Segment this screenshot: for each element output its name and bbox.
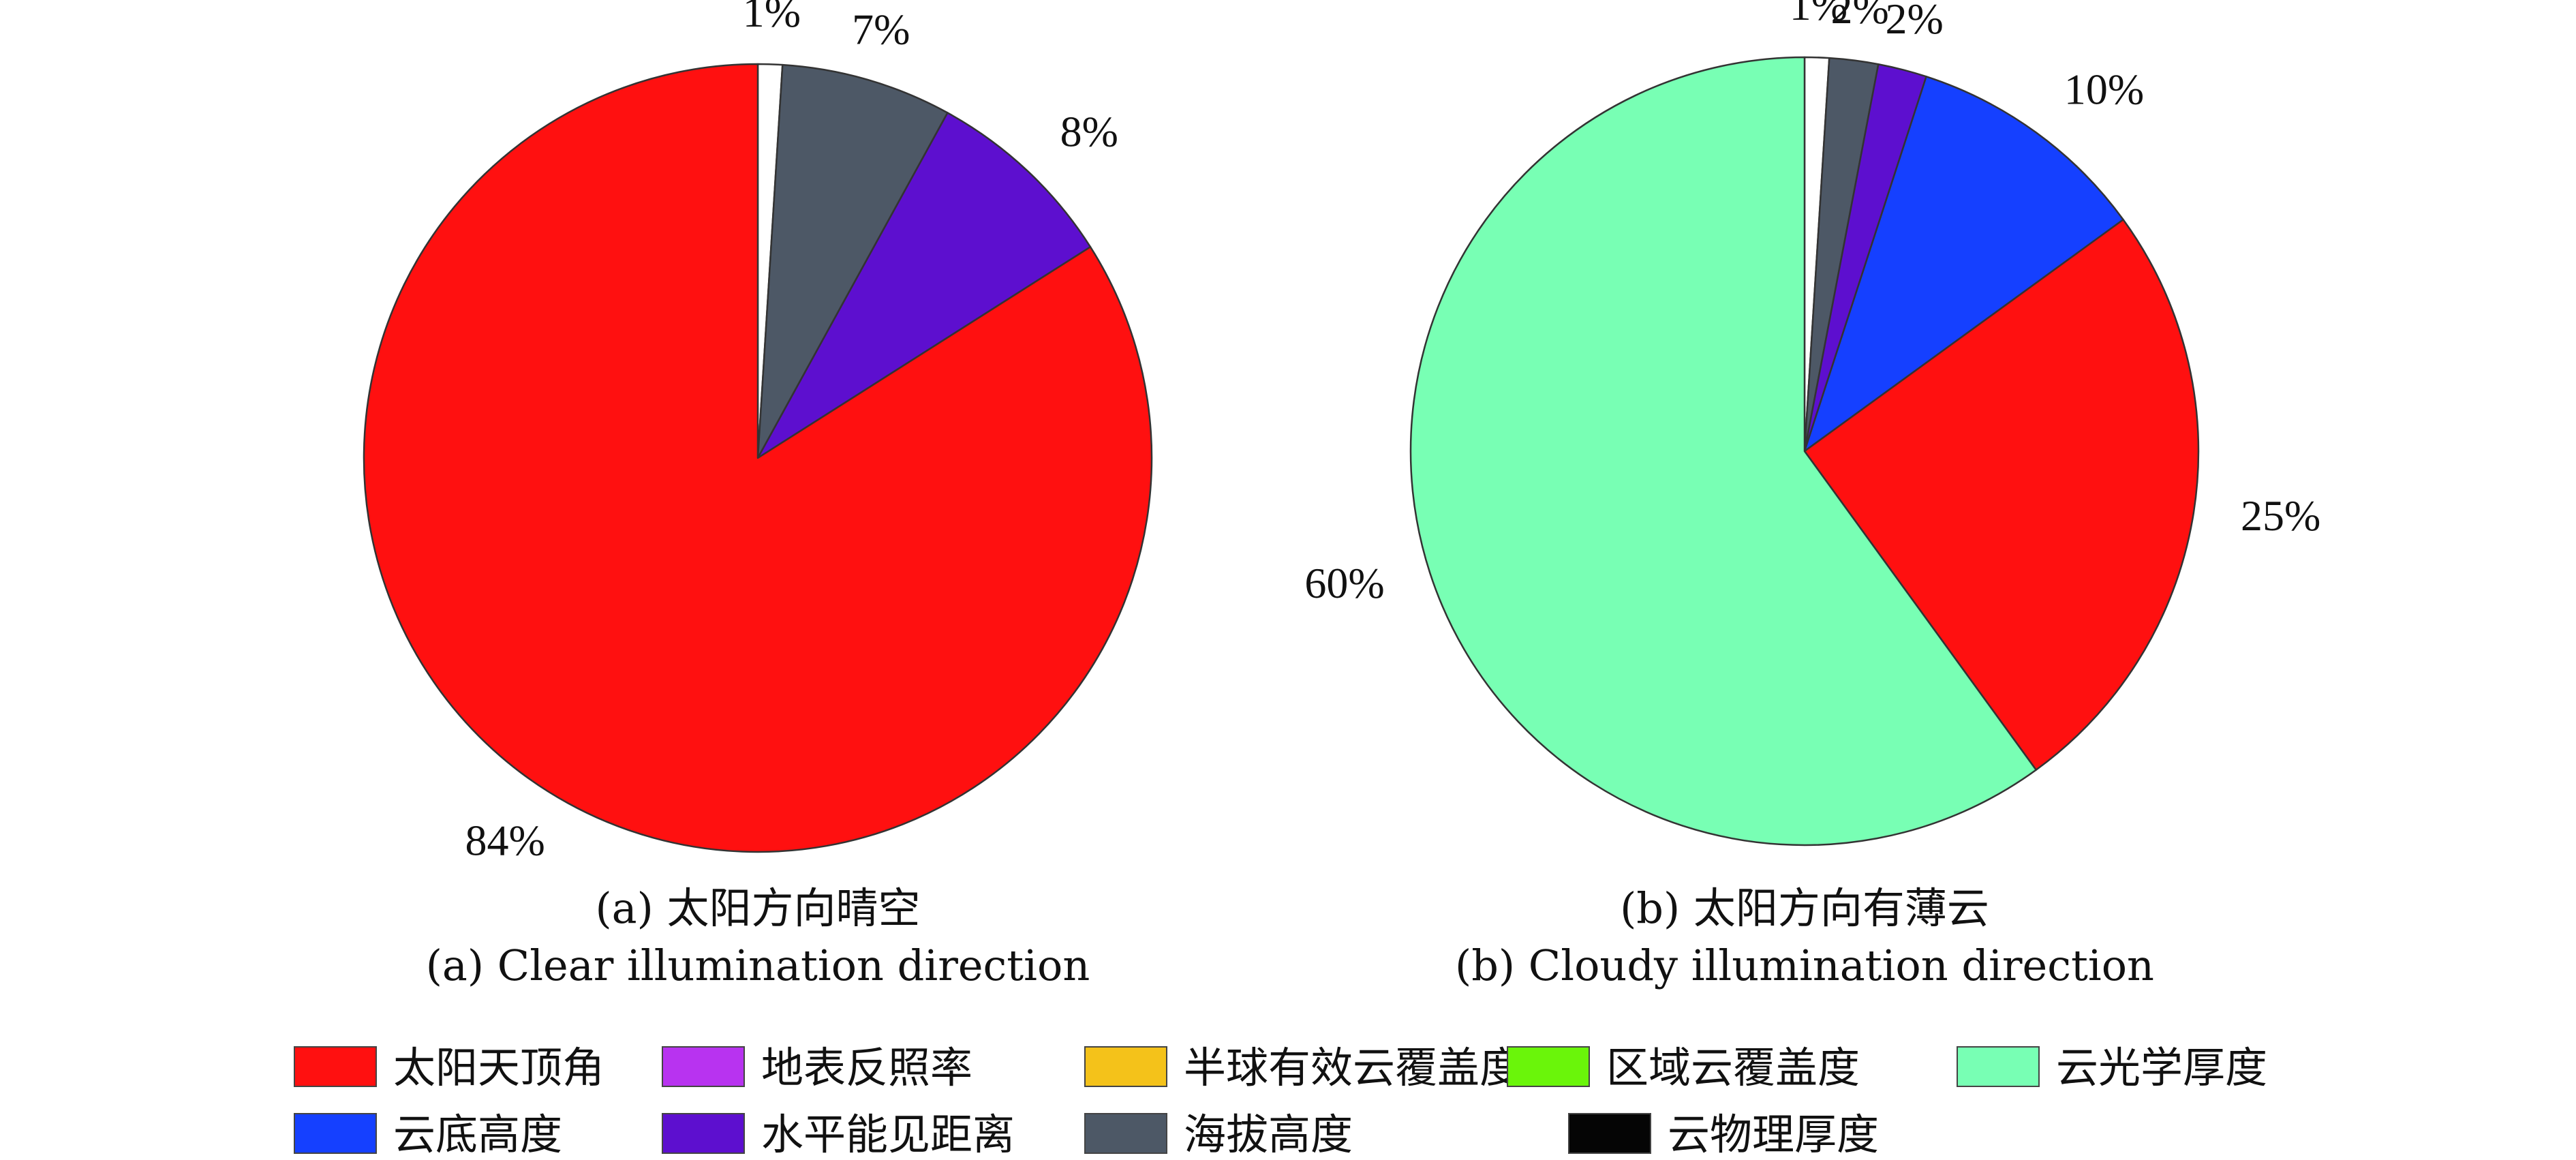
pie-b-label-0: 1% <box>1790 0 1847 29</box>
legend-swatch-1 <box>662 1046 745 1087</box>
caption-a-cn: (a) 太阳方向晴空 <box>595 883 920 933</box>
pie-a-slice-1 <box>756 63 949 459</box>
caption-a-en: (a) Clear illumination direction <box>426 941 1090 990</box>
pie-a-label-0: 1% <box>743 0 801 36</box>
legend-swatch-3 <box>1507 1046 1590 1087</box>
pie-b-slice-5 <box>1409 56 2037 846</box>
pie-b-label-2: 2% <box>1885 0 1943 43</box>
legend-label-1: 地表反照率 <box>761 1043 972 1093</box>
legend-label-5: 云底高度 <box>393 1110 562 1159</box>
pie-b-slice-3 <box>1803 76 2124 453</box>
pie-chart-cloudy: 1%2%2%10%25%60% <box>1304 0 2320 846</box>
legend-swatch-7 <box>1084 1113 1167 1154</box>
legend-swatch-0 <box>294 1046 377 1087</box>
legend-swatch-8 <box>1568 1113 1651 1154</box>
legend-label-4: 云光学厚度 <box>2056 1043 2267 1093</box>
pie-chart-clear: 1% 7% 8% 84% <box>363 0 1153 865</box>
legend-swatch-4 <box>1957 1046 2040 1087</box>
legend-label-2: 半球有效云覆盖度 <box>1184 1043 1522 1093</box>
caption-b-en: (b) Cloudy illumination direction <box>1455 941 2154 990</box>
pie-b-label-5: 60% <box>1304 559 1384 607</box>
legend-label-7: 海拔高度 <box>1184 1110 1353 1159</box>
pie-a-label-1: 7% <box>852 5 910 53</box>
caption-b-cn: (b) 太阳方向有薄云 <box>1620 883 1989 933</box>
pie-a-slice-3 <box>363 63 1153 853</box>
legend-swatch-5 <box>294 1113 377 1154</box>
pie-b-slice-4 <box>1803 219 2200 771</box>
legend-label-3: 区域云覆盖度 <box>1606 1043 1860 1093</box>
pie-a-label-2: 8% <box>1060 107 1118 155</box>
pie-a-label-3: 84% <box>465 816 545 865</box>
pie-b-label-1: 2% <box>1831 0 1889 33</box>
pie-a-slice-2 <box>756 112 1092 459</box>
legend-label-0: 太阳天顶角 <box>393 1043 604 1093</box>
pie-b-label-3: 10% <box>2064 65 2144 113</box>
legend-label-8: 云物理厚度 <box>1668 1110 1879 1159</box>
pie-b-label-4: 25% <box>2241 491 2320 540</box>
legend-swatch-6 <box>662 1113 745 1154</box>
legend-label-6: 水平能见距离 <box>761 1110 1015 1159</box>
legend-swatch-2 <box>1084 1046 1167 1087</box>
